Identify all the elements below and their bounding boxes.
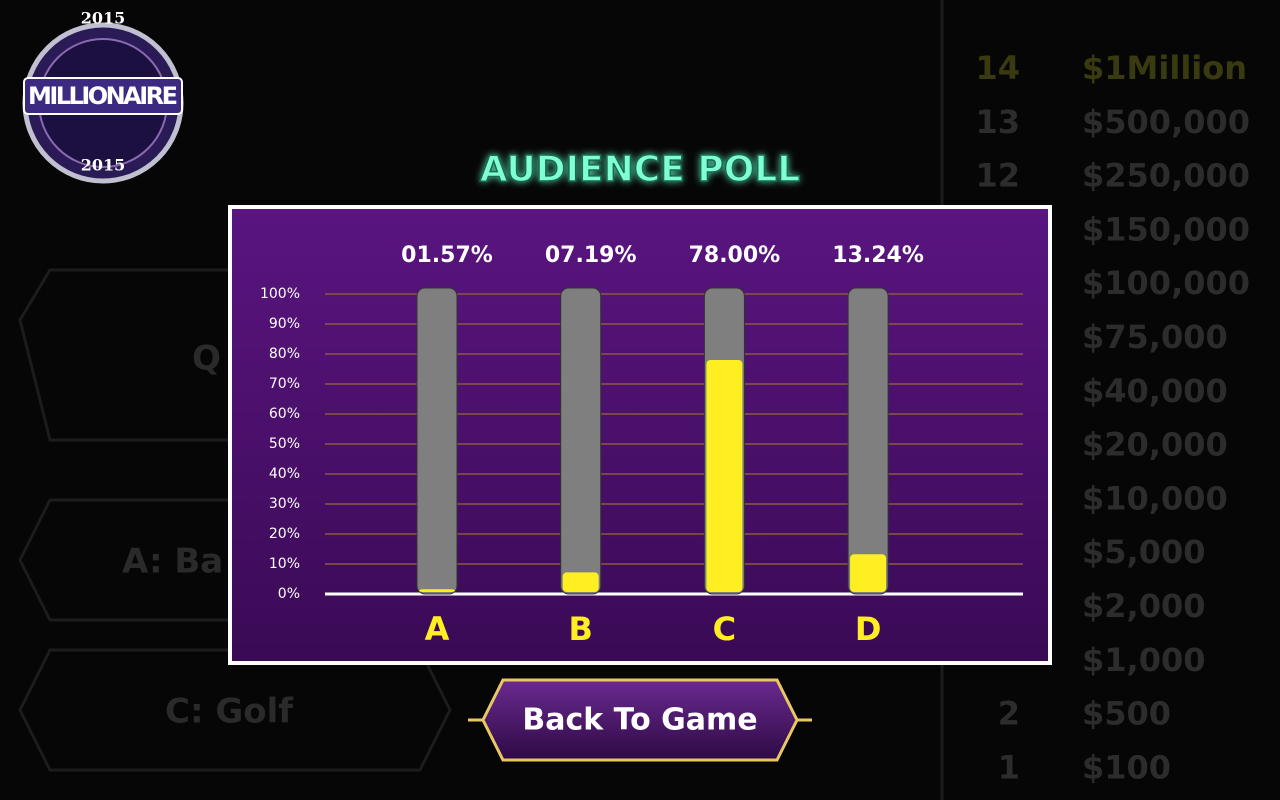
question-text: Q bbox=[192, 339, 221, 379]
value-label: 13.24% bbox=[832, 243, 924, 268]
logo: 2015 MILLIONAIRE 2015 bbox=[22, 9, 184, 184]
poll-chart: 0% 10% 20% 30% 40% 50% 60% 70% 80% 90% 100% 01.57% A… bbox=[260, 243, 1023, 648]
answer-text: C: Golf bbox=[165, 692, 294, 732]
logo-year: 2015 bbox=[81, 9, 126, 28]
ladder-prize: $250,000 bbox=[1082, 157, 1250, 195]
x-tick-label: C bbox=[713, 610, 736, 648]
y-tick-label: 20% bbox=[269, 526, 300, 542]
poll-panel bbox=[228, 205, 1052, 665]
back-button[interactable]: Back To Game bbox=[468, 678, 812, 762]
bar bbox=[562, 572, 599, 592]
ladder-prize: $500,000 bbox=[1082, 103, 1250, 141]
y-tick-label: 40% bbox=[269, 466, 300, 482]
y-tick-label: 0% bbox=[278, 586, 300, 602]
value-label: 78.00% bbox=[689, 243, 781, 268]
y-tick-label: 10% bbox=[269, 556, 300, 572]
value-label: 01.57% bbox=[401, 243, 493, 268]
answer-box bbox=[18, 648, 452, 772]
ladder-prize: $1,000 bbox=[1082, 641, 1205, 679]
ladder-prize: $1Million bbox=[1082, 49, 1247, 87]
ladder-level: 2 bbox=[998, 695, 1020, 733]
ladder-prize: $5,000 bbox=[1082, 533, 1205, 571]
button-shape[interactable] bbox=[481, 678, 799, 762]
ladder-prize: $40,000 bbox=[1082, 372, 1228, 410]
button-label[interactable]: Back To Game bbox=[522, 703, 757, 738]
value-label: 07.19% bbox=[545, 243, 637, 268]
y-tick-label: 30% bbox=[269, 496, 300, 512]
logo-name: MILLIONAIRE bbox=[28, 82, 178, 110]
ladder-prize: $20,000 bbox=[1082, 426, 1228, 464]
bar-track bbox=[416, 287, 458, 595]
ladder-prize: $75,000 bbox=[1082, 318, 1228, 356]
bar-track bbox=[560, 287, 602, 595]
ladder-level: 1 bbox=[998, 748, 1020, 786]
logo-year: 2015 bbox=[81, 156, 126, 175]
bar-track bbox=[847, 287, 889, 595]
background-layer: Q A: Ba C: Golf bbox=[122, 339, 294, 732]
ladder-prize: $2,000 bbox=[1082, 587, 1205, 625]
chart-title: AUDIENCE POLL bbox=[480, 149, 800, 190]
ladder-level: 12 bbox=[975, 157, 1020, 195]
ladder-prize: $10,000 bbox=[1082, 479, 1228, 517]
ladder-level: 14 bbox=[975, 49, 1020, 87]
bar bbox=[850, 554, 887, 592]
x-tick-label: D bbox=[855, 610, 882, 648]
y-tick-label: 50% bbox=[269, 436, 300, 452]
ladder-prize: $100 bbox=[1082, 748, 1171, 786]
x-tick-label: B bbox=[569, 610, 593, 648]
ladder-prize: $100,000 bbox=[1082, 264, 1250, 302]
bar bbox=[706, 360, 743, 592]
x-tick-label: A bbox=[425, 610, 450, 648]
ladder-prize: $500 bbox=[1082, 695, 1171, 733]
bar bbox=[419, 589, 455, 592]
y-tick-label: 100% bbox=[260, 286, 300, 302]
ladder-level: 13 bbox=[975, 103, 1020, 141]
answer-text: A: Ba bbox=[122, 542, 223, 582]
logo-banner bbox=[23, 77, 183, 115]
y-tick-label: 90% bbox=[269, 316, 300, 332]
y-tick-label: 70% bbox=[269, 376, 300, 392]
y-tick-label: 80% bbox=[269, 346, 300, 362]
ladder-prize: $150,000 bbox=[1082, 210, 1250, 248]
title-glow: AUDIENCE POLL bbox=[480, 149, 800, 190]
y-tick-label: 60% bbox=[269, 406, 300, 422]
